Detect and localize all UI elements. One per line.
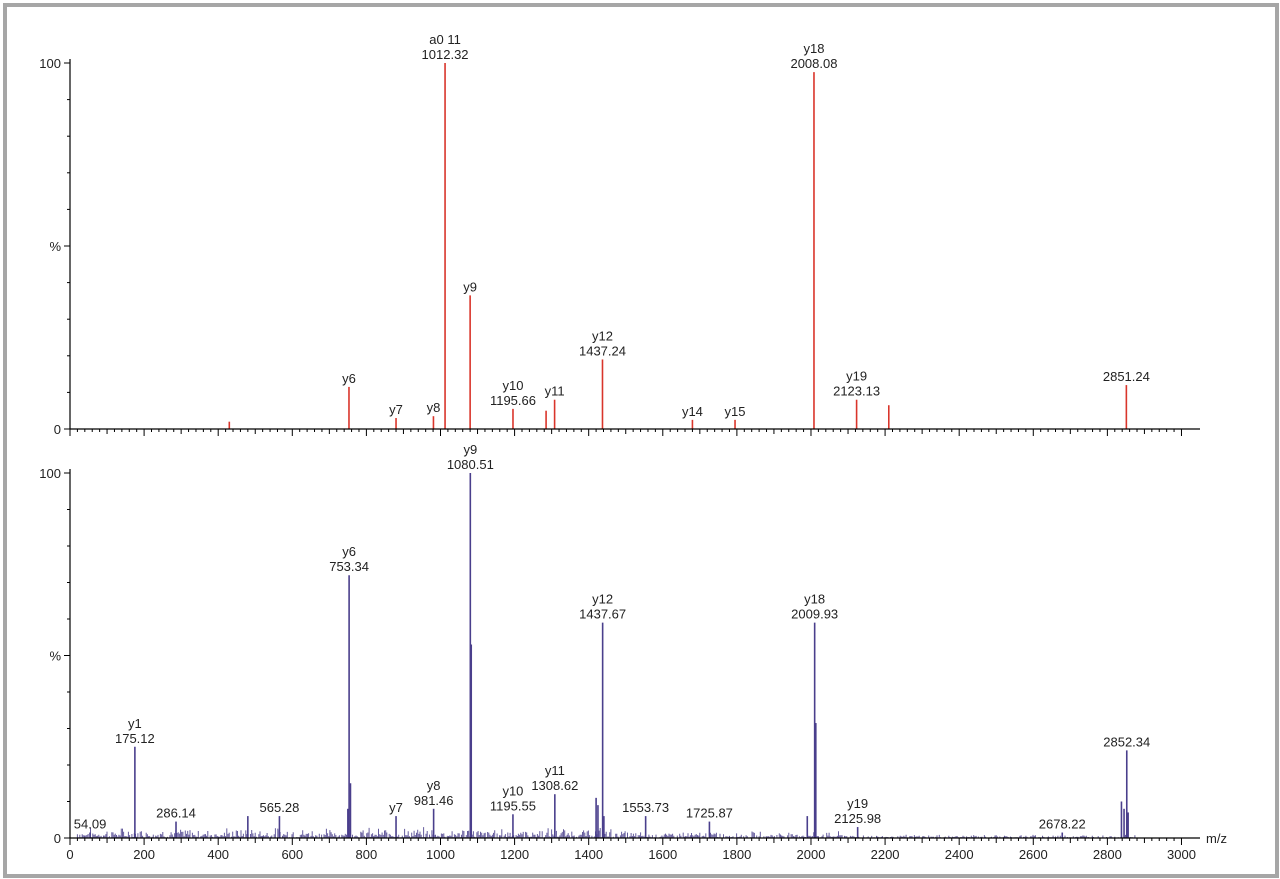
y-tick-label: 0 [54, 831, 61, 846]
peak-label-1-0: 1012.32 [422, 47, 469, 62]
x-tick-label: 2600 [1019, 847, 1048, 862]
peak-label-1-9: y7 [389, 402, 403, 417]
y-tick-label: 100 [39, 56, 61, 71]
x-tick-label: 200 [133, 847, 155, 862]
peak-label-2-15: 2678.22 [1039, 817, 1086, 832]
x-tick-label: 1200 [500, 847, 529, 862]
x-tick-label: 2800 [1093, 847, 1122, 862]
spectrum-panel-2: 0%1000 200 400 600 800 1000 1200 1400 1600 1800 20… [39, 442, 1227, 862]
peak-label-1-11: y14 [682, 404, 703, 419]
x-tick-label: 800 [356, 847, 378, 862]
peak-label-1-1: y18 [803, 41, 824, 56]
peak-label-2-0: y9 [463, 442, 477, 457]
peak-label-2-14: 286.14 [156, 806, 196, 821]
peak-label-2-1: 753.34 [329, 559, 369, 574]
noise-baseline [76, 827, 1137, 838]
x-tick-label: 400 [207, 847, 229, 862]
peak-label-2-16: 54.09 [74, 817, 107, 832]
figure-frame [3, 3, 1279, 878]
peak-label-1-1: 2008.08 [790, 56, 837, 71]
x-tick-label: 1600 [648, 847, 677, 862]
peak-label-2-12: y19 [847, 796, 868, 811]
peak-label-1-10: y8 [427, 400, 441, 415]
peak-label-2-2: 2009.93 [791, 607, 838, 622]
peak-label-1-7: y10 [502, 378, 523, 393]
x-tick-label: 2000 [797, 847, 826, 862]
peak-label-2-0: 1080.51 [447, 457, 494, 472]
peak-label-2-7: y8 [427, 778, 441, 793]
peak-label-2-5: 2852.34 [1103, 734, 1150, 749]
peak-label-2-12: 2125.98 [834, 811, 881, 826]
peak-label-2-3: y12 [592, 592, 613, 607]
y-tick-label: % [49, 239, 61, 254]
peak-label-2-3: 1437.67 [579, 607, 626, 622]
y-tick-label: 0 [54, 422, 61, 437]
y-tick-label: 100 [39, 466, 61, 481]
peak-label-2-8: 1195.55 [490, 798, 536, 813]
peak-label-2-4: 175.12 [115, 731, 155, 746]
x-tick-label: 2400 [945, 847, 974, 862]
peak-label-1-3: y12 [592, 328, 613, 343]
peak-label-1-2: y9 [463, 279, 477, 294]
x-tick-label: 2200 [871, 847, 900, 862]
peak-label-2-4: y1 [128, 716, 142, 731]
peak-label-1-7: 1195.66 [490, 393, 536, 408]
y-tick-label: % [49, 649, 61, 664]
peak-label-1-8: y11 [545, 384, 565, 399]
peak-label-2-1: y6 [342, 544, 356, 559]
peak-label-2-13: 565.28 [260, 800, 300, 815]
x-tick-label: 3000 [1167, 847, 1196, 862]
peak-label-1-3: 1437.24 [579, 343, 626, 358]
peak-label-1-5: y19 [846, 369, 867, 384]
x-axis-label: m/z [1206, 831, 1227, 846]
peak-label-1-0: a0 11 [429, 32, 461, 47]
x-tick-label: 1400 [574, 847, 603, 862]
peak-label-2-7: 981.46 [414, 793, 454, 808]
peak-label-2-8: y10 [502, 783, 523, 798]
peak-label-1-12: y15 [725, 404, 746, 419]
peak-label-1-4: y6 [342, 371, 356, 386]
x-tick-label: 1000 [426, 847, 455, 862]
peak-label-2-6: 1308.62 [531, 778, 578, 793]
peak-label-2-6: y11 [545, 763, 565, 778]
x-tick-label: 600 [281, 847, 303, 862]
peak-label-1-5: 2123.13 [833, 384, 880, 399]
peak-label-2-11: 1725.87 [686, 806, 733, 821]
peak-label-2-9: y7 [389, 800, 403, 815]
x-tick-label: 1800 [722, 847, 751, 862]
peak-label-2-2: y18 [804, 592, 825, 607]
x-tick-label: 0 [66, 847, 73, 862]
peak-label-1-6: 2851.24 [1103, 369, 1150, 384]
peak-label-2-10: 1553.73 [622, 800, 669, 815]
